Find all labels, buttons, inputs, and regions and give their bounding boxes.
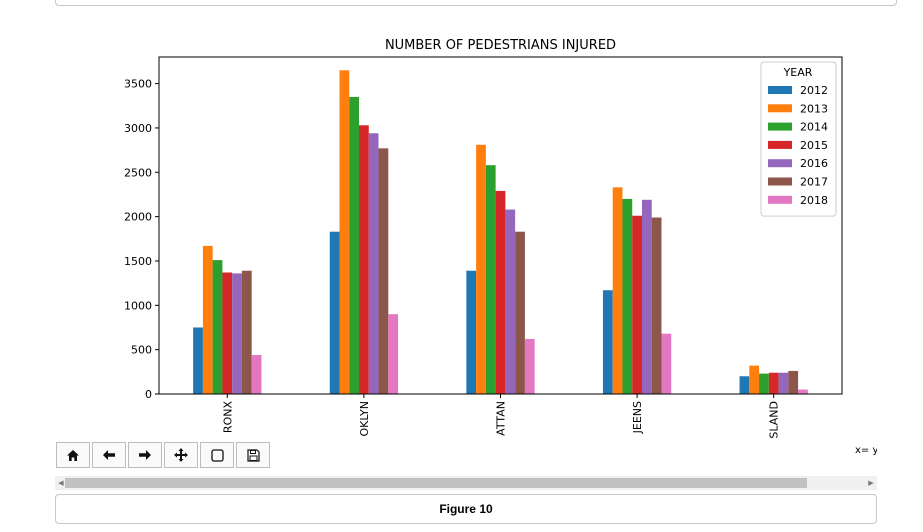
- square-icon: [210, 448, 224, 462]
- coordinate-readout: x= y: [855, 445, 877, 456]
- legend-title: YEAR: [783, 66, 813, 79]
- bar-2017-bronx: [241, 270, 252, 394]
- x-tick-label: ATTAN: [495, 401, 508, 436]
- bar-2016-manhattan: [505, 209, 516, 394]
- top-output-frame: [55, 0, 897, 6]
- bar-2012-staten-island: [739, 376, 750, 394]
- legend-swatch-2015: [768, 140, 792, 149]
- y-tick-label: 3000: [124, 122, 152, 135]
- save-button[interactable]: [236, 442, 270, 468]
- legend-label-2018: 2018: [800, 194, 828, 207]
- home-button[interactable]: [56, 442, 90, 468]
- pan-button[interactable]: [164, 442, 198, 468]
- legend-swatch-2018: [768, 195, 792, 204]
- bar-2014-queens: [622, 198, 633, 394]
- bar-2012-bronx: [193, 327, 203, 394]
- bars-group: [193, 70, 808, 395]
- bar-2014-bronx: [212, 260, 223, 394]
- bar-2018-manhattan: [524, 339, 535, 394]
- bar-2015-bronx: [222, 272, 233, 394]
- bar-2012-queens: [602, 290, 613, 394]
- forward-button[interactable]: [128, 442, 162, 468]
- bar-2013-staten-island: [749, 365, 760, 394]
- y-tick-label: 0: [145, 388, 152, 401]
- legend-label-2014: 2014: [800, 121, 828, 134]
- bar-2016-brooklyn: [368, 133, 379, 394]
- y-axis: 0 500 1000 1500 2000 2500 3000 3500: [124, 78, 159, 401]
- bar-2018-bronx: [251, 354, 262, 394]
- bar-chart: NUMBER OF PEDESTRIANS INJURED 0 500 1000 15…: [124, 38, 843, 439]
- legend-swatch-2016: [768, 159, 792, 168]
- back-button[interactable]: [92, 442, 126, 468]
- bar-2014-brooklyn: [349, 96, 360, 394]
- x-axis: RONX OKLYN ATTAN JEENS SLAND: [221, 394, 781, 439]
- bar-2015-queens: [632, 215, 642, 394]
- figure-caption: Figure 10: [439, 502, 493, 516]
- bar-2013-brooklyn: [339, 70, 350, 395]
- bar-2013-manhattan: [476, 144, 486, 394]
- figure-toolbar: [56, 442, 272, 470]
- bar-2015-brooklyn: [359, 125, 369, 395]
- bar-2014-manhattan: [485, 165, 496, 394]
- bar-2012-manhattan: [466, 270, 477, 394]
- legend-label-2013: 2013: [800, 102, 828, 115]
- bar-2018-brooklyn: [388, 314, 399, 394]
- horizontal-scrollbar[interactable]: ◀ ▶: [55, 476, 877, 490]
- bar-2016-staten-island: [778, 372, 789, 394]
- y-tick-label: 1500: [124, 255, 152, 268]
- y-tick-label: 1000: [124, 299, 152, 312]
- figure-caption-box: Figure 10: [55, 494, 877, 524]
- arrow-left-icon: [102, 449, 116, 461]
- legend-label-2017: 2017: [800, 176, 828, 189]
- legend-label-2015: 2015: [800, 139, 828, 152]
- y-tick-label: 500: [131, 344, 152, 357]
- figure-canvas[interactable]: NUMBER OF PEDESTRIANS INJURED 0 500 1000 15…: [55, 30, 877, 470]
- x-tick-label: JEENS: [631, 401, 644, 434]
- legend-label-2012: 2012: [800, 84, 828, 97]
- legend-label-2016: 2016: [800, 157, 828, 170]
- legend-swatch-2017: [768, 177, 792, 186]
- bar-2017-manhattan: [515, 231, 525, 394]
- x-tick-label: SLAND: [768, 401, 781, 439]
- bar-2014-staten-island: [759, 373, 769, 394]
- bar-2015-staten-island: [768, 372, 779, 394]
- bar-2017-queens: [651, 217, 662, 394]
- home-icon: [66, 449, 80, 462]
- bar-2018-queens: [661, 333, 672, 394]
- scrollbar-thumb[interactable]: [65, 478, 807, 488]
- plot-frame: [158, 56, 843, 395]
- bar-2016-bronx: [232, 273, 242, 394]
- x-tick-label: OKLYN: [358, 401, 371, 437]
- y-tick-label: 2000: [124, 211, 152, 224]
- bar-2016-queens: [641, 199, 652, 394]
- legend-swatch-2012: [768, 86, 792, 94]
- y-tick-label: 3500: [124, 78, 152, 91]
- scroll-right-icon[interactable]: ▶: [868, 479, 874, 487]
- bar-2018-staten-island: [798, 389, 808, 394]
- legend-swatch-2013: [768, 104, 792, 113]
- scroll-left-icon[interactable]: ◀: [58, 479, 64, 487]
- y-tick-label: 2500: [124, 166, 152, 179]
- bar-2012-brooklyn: [329, 231, 340, 394]
- bar-2017-brooklyn: [378, 148, 389, 394]
- bar-2017-staten-island: [788, 370, 799, 394]
- x-tick-label: RONX: [221, 401, 234, 434]
- legend: YEAR 2012 2013 2014 2015 2016 2017 2018: [760, 61, 837, 217]
- bar-2015-manhattan: [495, 190, 506, 394]
- bar-2013-queens: [612, 187, 623, 394]
- floppy-disk-icon: [246, 448, 260, 462]
- zoom-rect-button[interactable]: [200, 442, 234, 468]
- legend-swatch-2014: [768, 122, 792, 131]
- move-icon: [174, 448, 188, 462]
- bar-2013-bronx: [202, 245, 213, 394]
- chart-title: NUMBER OF PEDESTRIANS INJURED: [385, 38, 616, 53]
- arrow-right-icon: [138, 449, 152, 461]
